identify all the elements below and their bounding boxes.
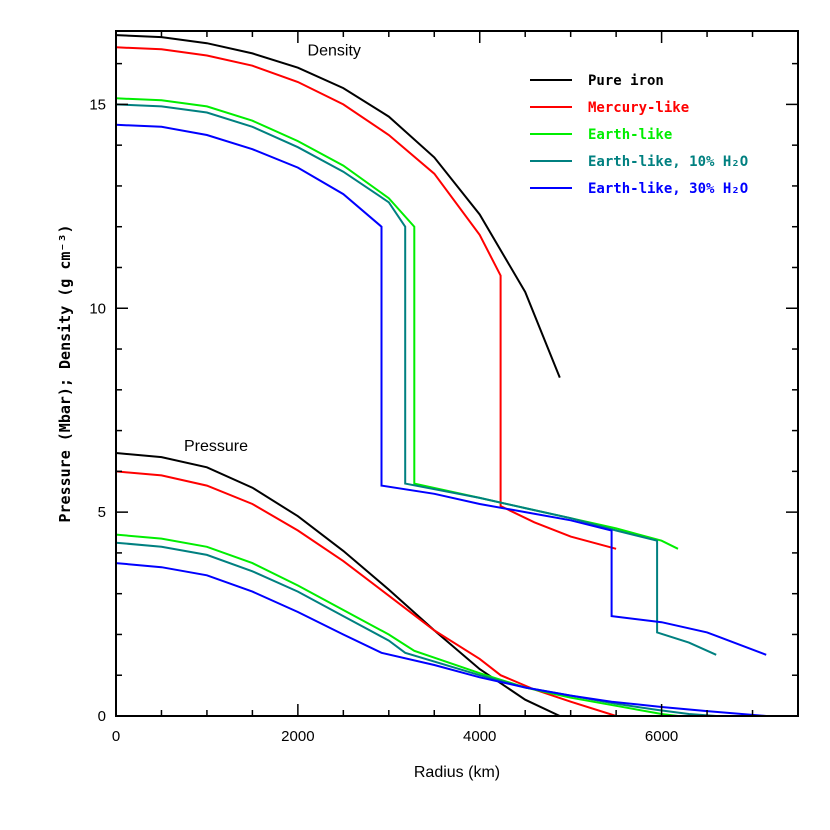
annotation-density: Density bbox=[308, 42, 361, 59]
x-axis-label: Radius (km) bbox=[414, 764, 500, 781]
y-tick-label: 10 bbox=[89, 300, 106, 317]
legend-label: Earth-like bbox=[588, 127, 672, 143]
series-pressure-earth-like bbox=[116, 533, 679, 716]
legend-label: Mercury-like bbox=[588, 100, 689, 116]
series-density-earth-like-30-h-o bbox=[116, 123, 767, 656]
x-tick-label: 6000 bbox=[645, 728, 678, 745]
legend: Pure iron Mercury-like Earth-like Earth-lik… bbox=[530, 73, 748, 197]
y-axis-label: Pressure (Mbar); Density (g cm⁻³) bbox=[56, 224, 74, 522]
series-density-earth-like bbox=[116, 97, 679, 550]
legend-label: Earth-like, 10% H₂O bbox=[588, 154, 748, 170]
legend-label: Pure iron bbox=[588, 73, 664, 89]
axis-ticks bbox=[115, 31, 799, 717]
x-tick-label: 2000 bbox=[281, 728, 314, 745]
x-tick-label: 4000 bbox=[463, 728, 496, 745]
series-density-mercury-like bbox=[116, 46, 617, 550]
series-pressure-mercury-like bbox=[116, 470, 617, 716]
annotation-pressure: Pressure bbox=[184, 438, 248, 455]
series-pressure-earth-like-10-h-o bbox=[116, 541, 717, 716]
tick-labels: 0 2000 4000 6000 0 5 10 15 bbox=[89, 96, 678, 745]
series-density-pure-iron bbox=[116, 34, 561, 378]
series-density-earth-like-10-h-o bbox=[116, 103, 717, 656]
y-tick-label: 5 bbox=[98, 504, 106, 521]
plot-frame bbox=[115, 30, 799, 717]
y-tick-label: 15 bbox=[89, 96, 106, 113]
x-tick-label: 0 bbox=[112, 728, 120, 745]
legend-label: Earth-like, 30% H₂O bbox=[588, 181, 748, 197]
series-pressure-earth-like-30-h-o bbox=[116, 562, 767, 716]
y-tick-label: 0 bbox=[98, 708, 106, 725]
series-group bbox=[116, 34, 767, 716]
